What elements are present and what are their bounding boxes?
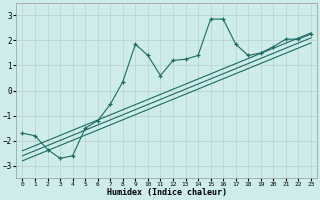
X-axis label: Humidex (Indice chaleur): Humidex (Indice chaleur)	[107, 188, 227, 197]
